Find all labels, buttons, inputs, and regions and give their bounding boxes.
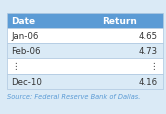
Bar	[7, 44, 163, 59]
Text: ⋮: ⋮	[12, 62, 20, 71]
Bar	[7, 14, 163, 29]
Bar	[7, 59, 163, 74]
Text: Source: Federal Reserve Bank of Dallas.: Source: Federal Reserve Bank of Dallas.	[7, 93, 140, 99]
Bar	[7, 29, 163, 44]
Text: Dec-10: Dec-10	[12, 77, 42, 86]
Text: ⋮: ⋮	[149, 62, 158, 71]
Bar	[7, 74, 163, 89]
Text: Jan-06: Jan-06	[12, 32, 39, 41]
Text: Date: Date	[12, 17, 36, 26]
Text: 4.16: 4.16	[139, 77, 158, 86]
Text: 4.65: 4.65	[139, 32, 158, 41]
Text: 4.73: 4.73	[139, 47, 158, 56]
Text: Return: Return	[102, 17, 137, 26]
Text: Feb-06: Feb-06	[12, 47, 41, 56]
